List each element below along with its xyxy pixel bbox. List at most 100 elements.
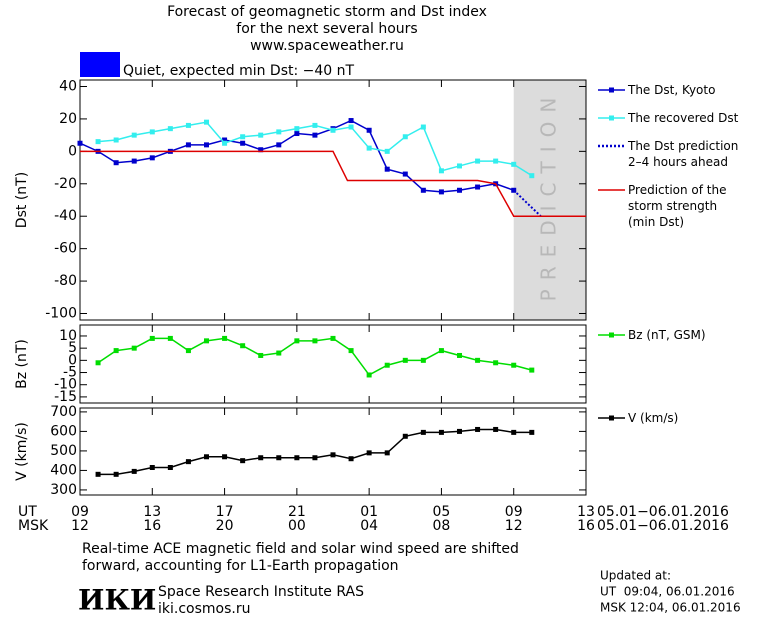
updated: UT 09:04, 06.01.2016 bbox=[600, 585, 735, 599]
data-point bbox=[276, 142, 282, 148]
data-point bbox=[149, 129, 155, 135]
y-axis-label: V (km/s) bbox=[14, 422, 30, 481]
y-tick-label: -40 bbox=[54, 208, 77, 224]
data-point bbox=[529, 173, 535, 179]
data-point bbox=[185, 459, 191, 465]
y-tick-label: 500 bbox=[50, 443, 77, 459]
x-tick-label: 20 bbox=[216, 518, 234, 534]
x-tick-label: 12 bbox=[71, 518, 89, 534]
footer-note: Real-time ACE magnetic field and solar w… bbox=[82, 541, 519, 557]
data-point bbox=[366, 372, 372, 378]
title-line: www.spaceweather.ru bbox=[250, 38, 404, 54]
data-point bbox=[366, 127, 372, 133]
plot-frame bbox=[79, 79, 587, 321]
data-point bbox=[511, 429, 517, 435]
data-point bbox=[511, 161, 517, 167]
data-point bbox=[294, 338, 300, 344]
data-point bbox=[258, 132, 264, 138]
data-point bbox=[402, 171, 408, 177]
data-point bbox=[457, 163, 462, 169]
legend-label: The Dst, Kyoto bbox=[627, 83, 715, 97]
data-point bbox=[402, 433, 408, 439]
data-point bbox=[204, 338, 209, 344]
data-point bbox=[529, 429, 535, 435]
y-tick-label: 40 bbox=[59, 78, 77, 94]
data-point bbox=[330, 335, 336, 341]
x-tick-label: 05 bbox=[433, 504, 451, 520]
updated: MSK 12:04, 06.01.2016 bbox=[600, 601, 741, 615]
data-point bbox=[95, 139, 101, 145]
title-line: Forecast of geomagnetic storm and Dst in… bbox=[167, 4, 487, 20]
data-point bbox=[167, 464, 173, 470]
data-point bbox=[258, 455, 264, 461]
x-tick-label: 13 bbox=[577, 504, 595, 520]
y-tick-label: 300 bbox=[50, 482, 77, 498]
legend-label: V (km/s) bbox=[628, 411, 678, 425]
data-point bbox=[420, 357, 426, 363]
data-point bbox=[95, 471, 101, 477]
data-point bbox=[294, 455, 300, 461]
data-point bbox=[384, 362, 390, 368]
legend-marker bbox=[609, 115, 614, 121]
plot-frame bbox=[79, 324, 587, 404]
site: iki.cosmos.ru bbox=[158, 601, 250, 617]
data-point bbox=[113, 137, 119, 143]
data-point bbox=[493, 360, 499, 366]
data-point bbox=[384, 166, 390, 172]
y-tick-label: 0 bbox=[68, 143, 77, 159]
y-tick-label: 10 bbox=[59, 328, 77, 344]
x-tick-label: 16 bbox=[577, 518, 595, 534]
data-point bbox=[330, 127, 336, 133]
status-text: Quiet, expected min Dst: −40 nT bbox=[123, 63, 355, 79]
data-point bbox=[95, 360, 101, 366]
data-point bbox=[457, 187, 462, 193]
data-point bbox=[276, 350, 282, 356]
y-tick-label: 5 bbox=[68, 340, 77, 356]
title-line: for the next several hours bbox=[236, 21, 417, 37]
data-point bbox=[222, 140, 228, 146]
status-swatch bbox=[80, 52, 120, 77]
y-tick-label: 0 bbox=[68, 352, 77, 368]
data-point bbox=[420, 429, 426, 435]
data-point bbox=[493, 426, 499, 432]
y-tick-label: 20 bbox=[59, 111, 77, 127]
data-point bbox=[330, 452, 336, 458]
data-point bbox=[402, 357, 408, 363]
data-point bbox=[131, 468, 137, 474]
legend-label: Bz (nT, GSM) bbox=[628, 328, 706, 342]
y-tick-label: -60 bbox=[54, 241, 77, 257]
data-point bbox=[113, 160, 119, 166]
data-point bbox=[149, 464, 155, 470]
data-point bbox=[222, 137, 228, 143]
legend-marker bbox=[609, 332, 614, 338]
x-tick-label: 04 bbox=[360, 518, 378, 534]
data-point bbox=[438, 189, 444, 195]
plot-frame bbox=[79, 407, 587, 496]
x-tick-label: 00 bbox=[288, 518, 306, 534]
data-point bbox=[204, 454, 209, 460]
data-point bbox=[258, 352, 264, 358]
data-point bbox=[294, 126, 300, 132]
y-tick-label: -10 bbox=[54, 377, 77, 393]
data-point bbox=[113, 348, 119, 354]
data-point bbox=[348, 118, 354, 124]
data-point bbox=[204, 119, 209, 125]
x-tick-label: 09 bbox=[505, 504, 523, 520]
data-point bbox=[276, 129, 282, 135]
axis-period: 05.01−06.01.2016 bbox=[597, 518, 729, 534]
data-point bbox=[185, 122, 191, 128]
data-point bbox=[240, 343, 246, 349]
data-point bbox=[222, 454, 228, 460]
axis-row-name: MSK bbox=[18, 518, 49, 534]
data-point bbox=[420, 124, 426, 130]
data-point bbox=[312, 132, 318, 138]
data-point bbox=[149, 335, 155, 341]
data-point bbox=[438, 348, 444, 354]
y-tick-label: -15 bbox=[54, 389, 77, 405]
data-point bbox=[457, 428, 462, 434]
series-line bbox=[80, 150, 586, 217]
x-tick-label: 09 bbox=[71, 504, 89, 520]
logo: ИКИ bbox=[78, 584, 156, 617]
data-point bbox=[185, 142, 191, 148]
